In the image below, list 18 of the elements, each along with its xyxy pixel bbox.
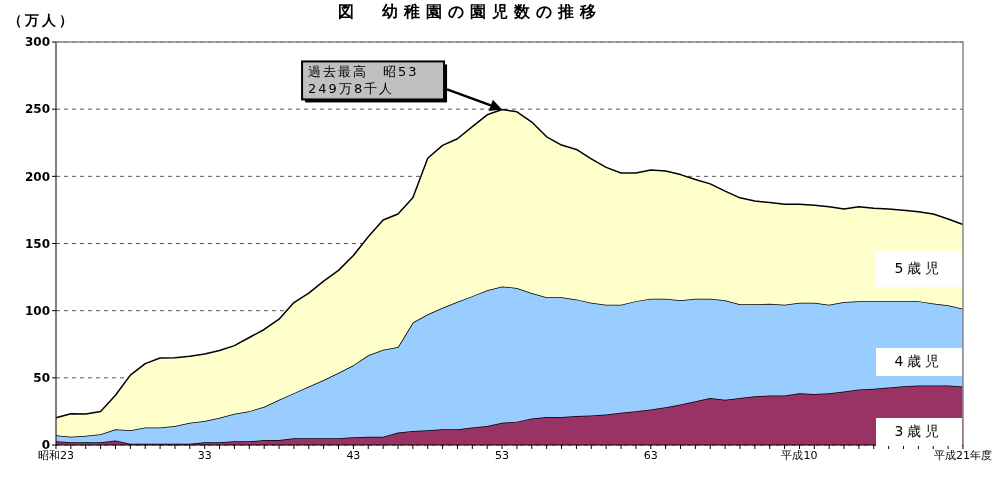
series-label: 5歳児 [876,251,962,287]
series-label: 4歳児 [876,348,962,376]
y-tick-label: 250 [24,102,50,117]
x-tick-label: 平成10 [781,448,818,462]
series-label: 3歳児 [876,418,962,446]
y-tick-label: 50 [33,371,50,386]
x-tick-label: 43 [346,448,361,462]
y-tick-label: 300 [24,35,50,50]
x-tick-label: 53 [495,448,510,462]
x-tick-label: 平成21年度 [934,448,992,462]
annotation: 過去最高 昭53 249万8千人 [308,64,419,97]
y-axis-title: （万人） [8,12,76,30]
chart-title: 図 幼稚園の園児数の推移 [338,2,602,23]
y-tick-label: 150 [24,236,50,251]
y-tick-label: 200 [24,169,50,184]
x-tick-label: 33 [197,448,212,462]
y-tick-label: 100 [24,303,50,318]
x-tick-label: 63 [643,448,658,462]
